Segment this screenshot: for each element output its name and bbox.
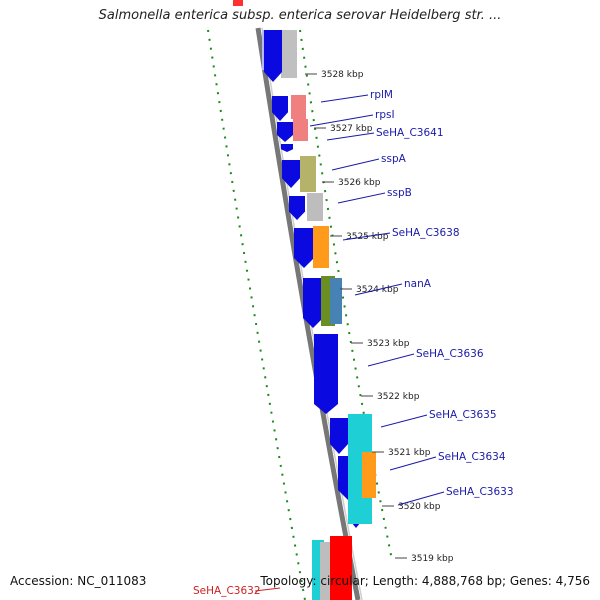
gene-label-line — [367, 353, 415, 367]
gene-label: SeHA_C3634 — [438, 451, 506, 463]
cog-bar — [320, 542, 330, 600]
gene-label: SeHA_C3635 — [429, 409, 497, 421]
cds-arrow — [330, 418, 348, 454]
gene-label-line — [326, 132, 375, 141]
tick-label: 3528 kbp — [321, 70, 364, 80]
tick-label: 3520 kbp — [398, 502, 441, 512]
gene-label: sspB — [387, 187, 412, 199]
cog-bar — [291, 95, 306, 119]
accession-label: Accession: NC_011083 — [10, 574, 147, 588]
gene-label: SeHA_C3633 — [446, 486, 514, 498]
cds-arrow — [282, 160, 300, 188]
top-red-block — [233, 0, 243, 6]
gene-label: rplM — [370, 89, 393, 101]
map-band — [210, 28, 362, 600]
gene-label-line — [389, 456, 437, 471]
cog-bar — [362, 452, 376, 498]
gene-label-line — [337, 192, 386, 204]
cds-arrow — [277, 122, 293, 142]
cog-bar — [307, 193, 323, 221]
gene-label-line — [354, 283, 403, 296]
cds-arrow — [272, 96, 288, 121]
topology-label: Topology: circular; Length: 4,888,768 bp… — [260, 574, 590, 588]
cds-arrow — [289, 196, 305, 220]
gene-label: SeHA_C3638 — [392, 227, 460, 239]
gc-skew-inner-line — [299, 29, 393, 561]
gene-label-track: rplM rpsI SeHA_C3641 sspA sspB SeHA_C3638 nanA… — [193, 89, 514, 597]
tick-label: 3526 kbp — [338, 178, 381, 188]
gene-label: sspA — [381, 153, 407, 165]
cog-block — [281, 30, 297, 78]
gene-label-line — [254, 587, 281, 592]
cds-track — [264, 30, 364, 528]
cds-arrow — [264, 30, 282, 82]
gene-label: SeHA_C3636 — [416, 348, 484, 360]
gene-label-line — [309, 114, 374, 127]
gene-label: nanA — [404, 278, 432, 290]
cog-bar — [330, 536, 352, 600]
gene-label-line — [342, 232, 391, 241]
gene-label: SeHA_C3641 — [376, 127, 444, 139]
cog-bar — [313, 226, 329, 268]
gene-label-line — [380, 414, 428, 428]
gene-label-line — [320, 94, 369, 103]
tick-label: 3523 kbp — [367, 339, 410, 349]
cog-bar — [300, 156, 316, 192]
gene-label-line — [397, 491, 445, 506]
gene-label-line — [331, 158, 380, 171]
cog-track — [291, 95, 376, 600]
tick-label: 3522 kbp — [377, 392, 420, 402]
cds-arrow — [294, 228, 314, 268]
tick-label: 3521 kbp — [388, 448, 431, 458]
cog-bar — [330, 278, 342, 324]
tick-label: 3527 kbp — [330, 124, 373, 134]
genome-title: Salmonella enterica subsp. enterica sero… — [98, 8, 502, 23]
cds-arrow — [303, 278, 323, 328]
gene-label: SeHA_C3632 — [193, 585, 261, 597]
tick-label: 3525 kbp — [346, 232, 389, 242]
tick-label: 3519 kbp — [411, 554, 454, 564]
cds-arrow — [314, 334, 338, 414]
cog-bar — [293, 119, 308, 141]
cds-arrow — [281, 144, 293, 152]
gene-label: rpsI — [375, 109, 395, 121]
